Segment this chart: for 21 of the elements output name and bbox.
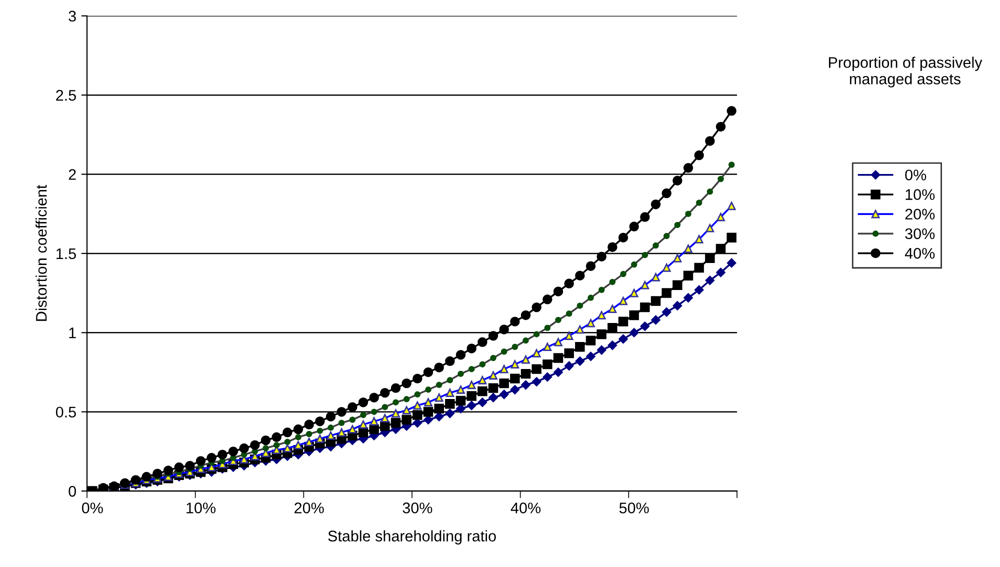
- x-tick-label: 20%: [294, 502, 324, 514]
- x-axis-title: Stable shareholding ratio: [328, 530, 496, 545]
- y-tick-label: 3: [68, 10, 76, 22]
- x-tick-label: 50%: [619, 502, 649, 514]
- legend-label: 10%: [906, 189, 935, 200]
- legend-label: 0%: [905, 170, 926, 180]
- y-tick-label: 1: [69, 328, 76, 338]
- y-tick-label: 1.5: [56, 248, 76, 260]
- y-tick-label: 0: [68, 486, 76, 497]
- legend-label: 40%: [904, 248, 935, 259]
- legend-label: 30%: [905, 228, 935, 240]
- x-tick-label: 0%: [82, 502, 103, 514]
- x-tick-label: 30%: [402, 502, 432, 514]
- y-tick-label: 0.5: [56, 406, 76, 418]
- y-axis-title: Distortion coefficient: [36, 184, 47, 321]
- y-tick-label: 2.5: [56, 90, 76, 101]
- legend-title: Proportion of passively managed assets: [828, 56, 982, 88]
- y-tick-label: 2: [68, 169, 76, 180]
- legend-label: 20%: [905, 208, 935, 220]
- x-tick-label: 10%: [186, 502, 216, 514]
- x-tick-label: 40%: [510, 502, 540, 514]
